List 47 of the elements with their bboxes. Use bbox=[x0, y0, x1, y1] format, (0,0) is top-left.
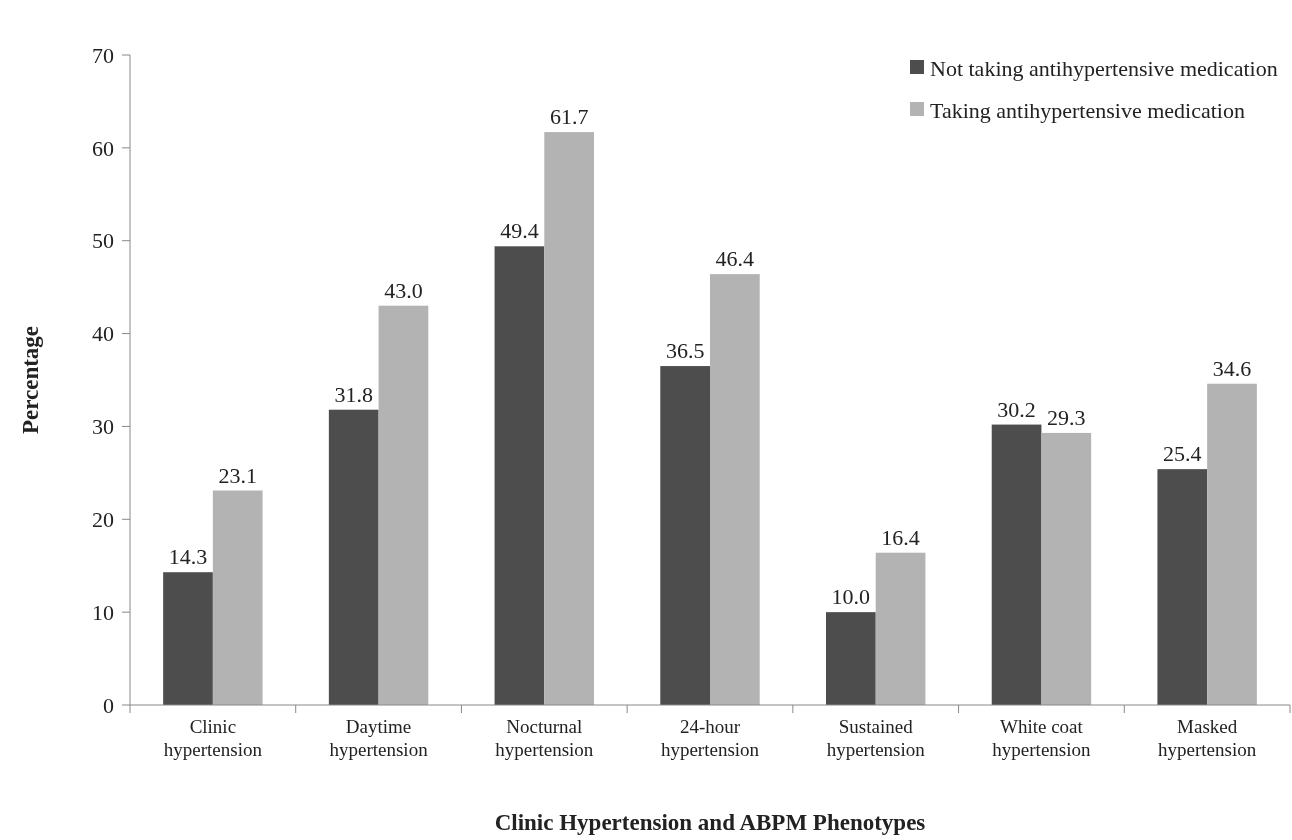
x-axis-title: Clinic Hypertension and ABPM Phenotypes bbox=[494, 810, 926, 835]
data-label: 34.6 bbox=[1212, 355, 1252, 381]
bar bbox=[1041, 432, 1092, 705]
bar bbox=[212, 490, 263, 705]
y-tick-label: 70 bbox=[92, 42, 114, 68]
bar bbox=[1207, 383, 1257, 705]
x-tick-label: Daytime hypertension bbox=[329, 716, 429, 760]
bar bbox=[494, 246, 545, 705]
bar bbox=[1157, 469, 1208, 705]
data-label: 29.3 bbox=[1047, 404, 1086, 430]
bar bbox=[991, 424, 1042, 705]
y-tick-label: 50 bbox=[92, 228, 114, 254]
x-tick-label: Masked hypertension bbox=[1158, 716, 1257, 760]
y-tick-label: 20 bbox=[92, 506, 114, 532]
bar bbox=[163, 572, 213, 705]
bar bbox=[378, 305, 429, 705]
x-tick-label: Nocturnal hypertension bbox=[495, 716, 594, 760]
bar bbox=[544, 132, 594, 705]
data-label: 14.3 bbox=[168, 544, 208, 570]
data-label: 49.4 bbox=[500, 218, 539, 244]
x-tick-label: White coat hypertension bbox=[992, 716, 1091, 760]
y-tick-label: 60 bbox=[92, 135, 114, 161]
data-label: 30.2 bbox=[997, 396, 1036, 422]
data-label: 31.8 bbox=[334, 381, 373, 407]
y-tick-label: 40 bbox=[92, 321, 114, 347]
x-tick-label: Sustained hypertension bbox=[826, 716, 926, 760]
bar bbox=[328, 409, 379, 705]
data-label: 61.7 bbox=[549, 104, 589, 130]
data-label: 46.4 bbox=[715, 246, 755, 272]
bar bbox=[660, 366, 710, 705]
data-label: 36.5 bbox=[665, 338, 705, 364]
data-label: 43.0 bbox=[384, 277, 423, 303]
y-tick-label: 10 bbox=[92, 599, 114, 625]
bar bbox=[826, 612, 876, 705]
data-label: 10.0 bbox=[831, 584, 871, 610]
y-axis-title: Percentage bbox=[18, 325, 43, 435]
y-tick-label: 0 bbox=[103, 692, 114, 718]
legend-label: Not taking antihypertensive medication bbox=[930, 55, 1278, 81]
data-label: 23.1 bbox=[218, 462, 257, 488]
bar bbox=[875, 552, 926, 705]
x-tick-label: 24-hour hypertension bbox=[660, 716, 760, 760]
data-label: 16.4 bbox=[881, 524, 920, 550]
y-tick-label: 30 bbox=[92, 414, 114, 440]
legend-label: Taking antihypertensive medication bbox=[930, 97, 1245, 123]
bar bbox=[710, 274, 760, 705]
x-tick-label: Clinic hypertension bbox=[163, 716, 263, 760]
data-label: 25.4 bbox=[1163, 441, 1202, 467]
